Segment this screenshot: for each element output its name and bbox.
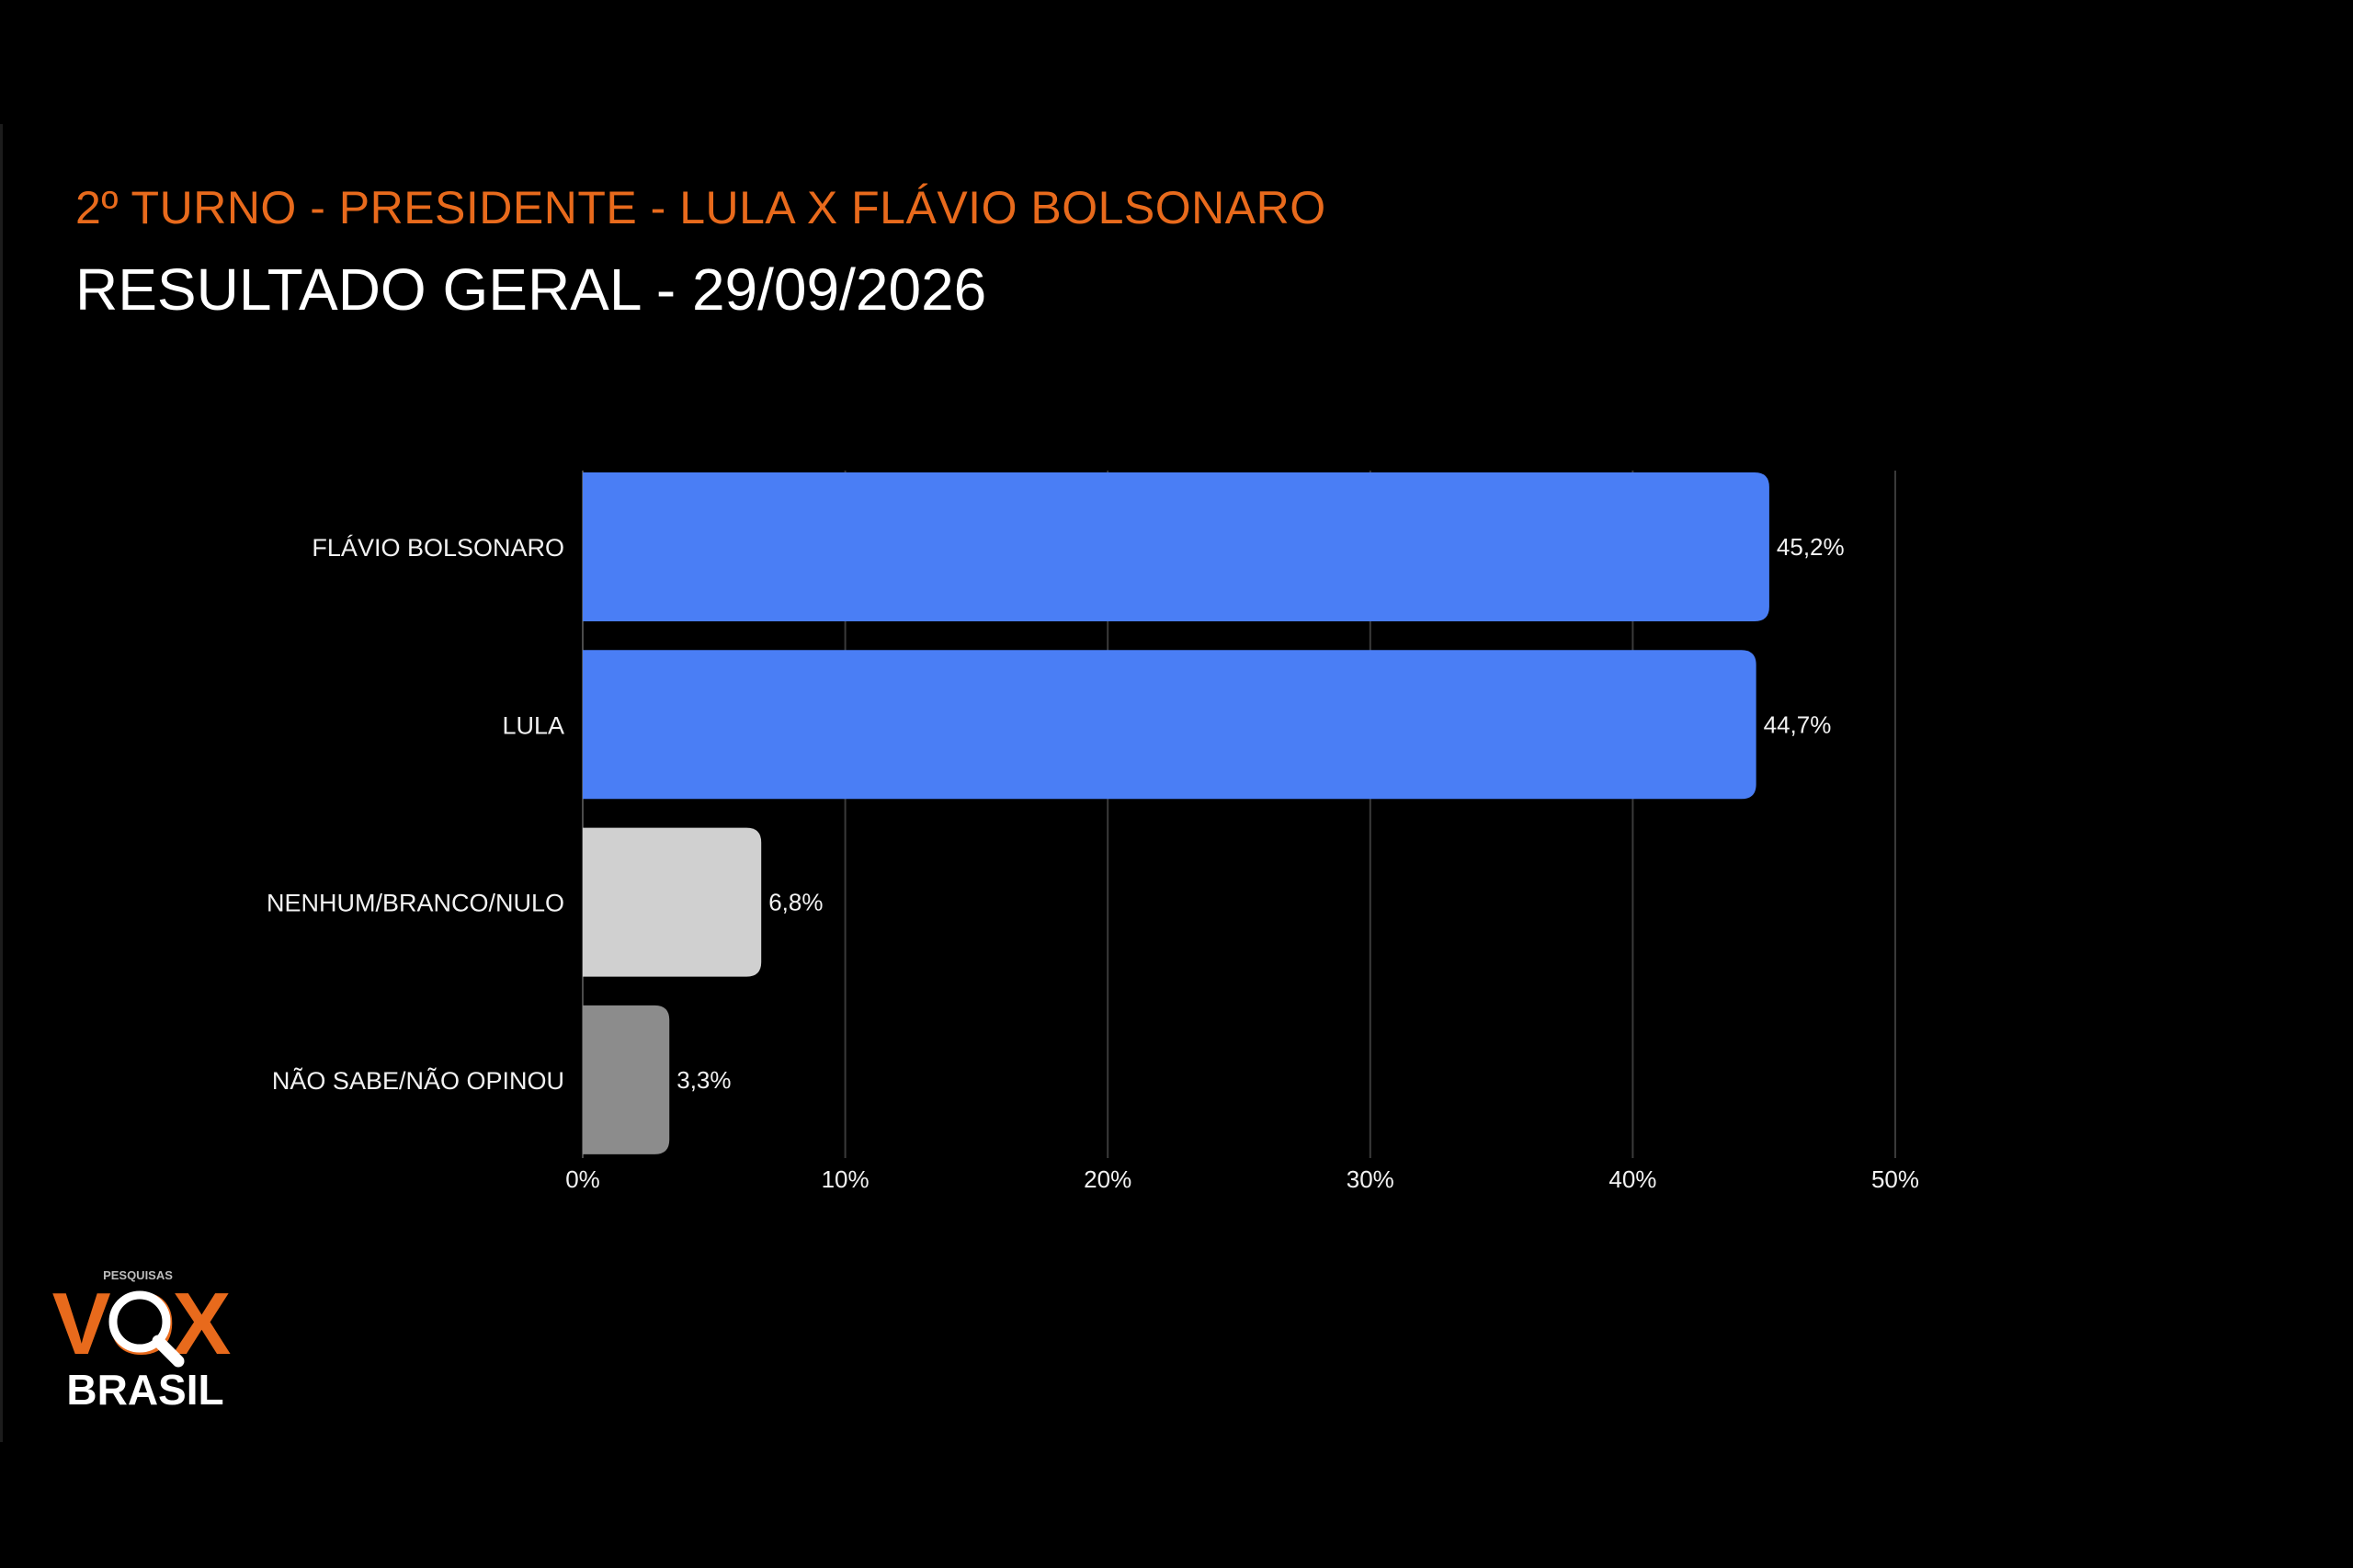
data-label: 6,8% (768, 889, 823, 916)
category-label: NÃO SABE/NÃO OPINOU (272, 1066, 564, 1095)
logo-sub-text: BRASIL (66, 1366, 223, 1414)
x-tick-label: 20% (1084, 1165, 1131, 1193)
labels-layer: 0% 10% 20% 30% 40% 50% 45,2% FLÁVIO BOLSONARO 44… (267, 533, 1919, 1193)
x-tick-label: 50% (1871, 1165, 1919, 1193)
vox-brasil-logo: PESQUISAS VOX BRASIL (52, 1268, 235, 1414)
data-label: 3,3% (676, 1066, 731, 1094)
category-label: NENHUM/BRANCO/NULO (267, 890, 564, 917)
x-tick-label: 30% (1347, 1165, 1394, 1193)
data-label: 44,7% (1764, 710, 1832, 738)
bar (583, 472, 1769, 621)
data-label: 45,2% (1777, 533, 1845, 561)
x-tick-label: 0% (565, 1165, 600, 1193)
bars-layer (583, 472, 1769, 1154)
chart-kicker: 2º TURNO - PRESIDENTE - LULA X FLÁVIO BO… (75, 182, 1326, 233)
bar (583, 650, 1756, 800)
bar (583, 1005, 670, 1154)
category-label: FLÁVIO BOLSONARO (312, 534, 564, 562)
x-tick-label: 10% (822, 1165, 870, 1193)
logo-top-text: PESQUISAS (103, 1268, 173, 1282)
slide-edge (0, 124, 3, 1442)
magnifier-icon (108, 1290, 185, 1368)
x-tick-label: 40% (1608, 1165, 1656, 1193)
chart-title: RESULTADO GERAL - 29/09/2026 (75, 256, 987, 323)
category-label: LULA (502, 711, 564, 739)
bar (583, 827, 762, 977)
